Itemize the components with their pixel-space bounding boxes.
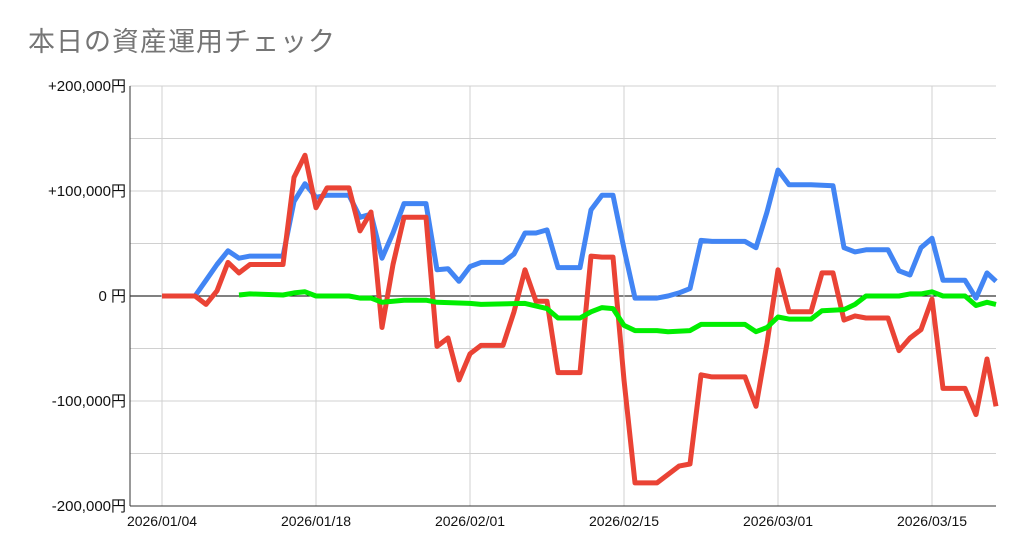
x-tick-label: 2026/03/15 [897, 513, 967, 529]
y-tick-label: +100,000円 [48, 183, 126, 200]
chart-title: 本日の資産運用チェック [28, 27, 336, 58]
x-tick-label: 2026/01/18 [281, 513, 351, 529]
y-tick-label: -200,000円 [52, 498, 126, 515]
y-axis-ticks: +200,000円 +100,000円 0 円 -100,000円 -200,000円 [48, 78, 126, 515]
x-axis-ticks: 2026/01/04 2026/01/18 2026/02/01 2026/02/15… [127, 513, 967, 529]
y-tick-label: +200,000円 [48, 78, 126, 95]
series-lines [162, 152, 999, 486]
series-line-2 [162, 152, 999, 486]
x-tick-label: 2026/03/01 [743, 513, 813, 529]
y-tick-label: 0 円 [98, 288, 126, 305]
y-tick-label: -100,000円 [52, 393, 126, 410]
series-line-3 [238, 289, 997, 335]
x-tick-label: 2026/01/04 [127, 513, 197, 529]
x-tick-label: 2026/02/15 [589, 513, 659, 529]
axes [129, 86, 996, 507]
x-tick-label: 2026/02/01 [435, 513, 505, 529]
